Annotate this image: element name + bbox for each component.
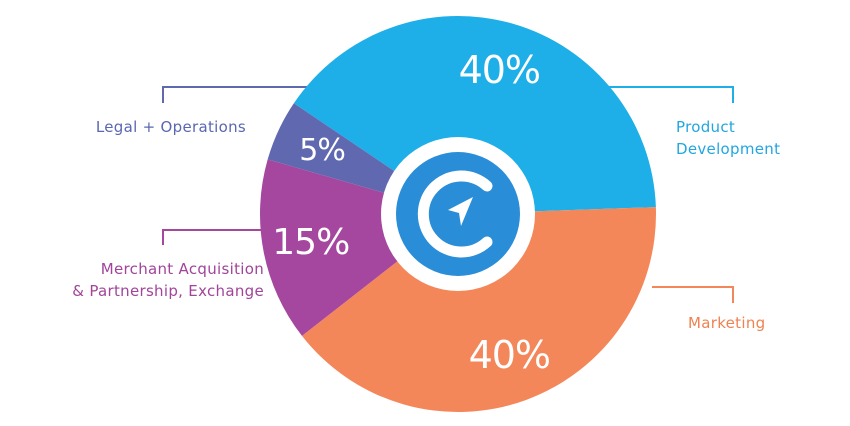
category-label-legal: Legal + Operations	[95, 118, 246, 136]
category-label-marketing: Marketing	[688, 314, 766, 332]
value-labels: 40% 40% 15% 5%	[272, 48, 551, 377]
category-label-product: Product Development	[676, 118, 781, 158]
center-logo	[381, 137, 535, 291]
pie-slices	[259, 15, 657, 413]
value-label-merchant-acquisition: 15%	[272, 222, 349, 263]
pie-slice-product-development	[293, 15, 656, 214]
leader-line-marketing	[652, 286, 734, 303]
leader-lines	[162, 86, 734, 303]
leader-line-merchant	[162, 229, 268, 245]
c-logo-icon	[417, 170, 493, 258]
value-label-product-development: 40%	[459, 48, 540, 92]
value-label-legal-operations: 5%	[299, 133, 345, 168]
leader-line-product	[600, 86, 734, 103]
category-label-merchant: Merchant Acquisition & Partnership, Exch…	[72, 260, 264, 300]
paper-plane-icon	[448, 197, 473, 226]
leader-line-legal	[162, 86, 320, 103]
value-label-marketing: 40%	[469, 333, 550, 377]
logo-circle	[396, 152, 520, 276]
pie-slice-marketing	[301, 207, 657, 413]
